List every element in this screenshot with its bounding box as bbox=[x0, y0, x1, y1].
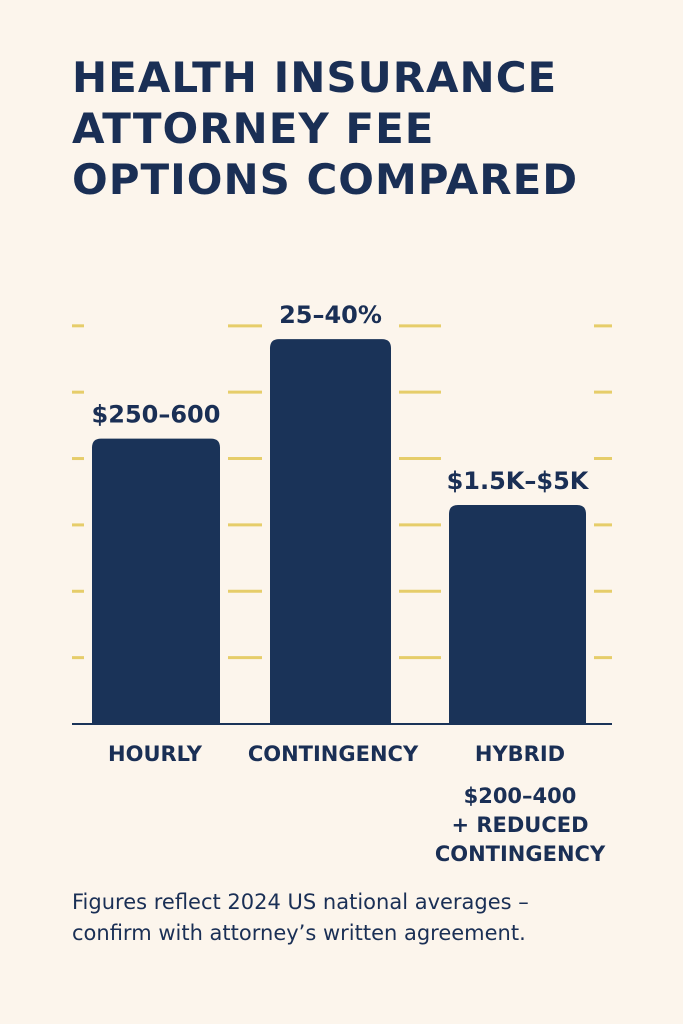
title-line-3: OPTIONS COMPARED bbox=[72, 155, 579, 204]
footnote-line-2: confirm with attorney’s written agreemen… bbox=[72, 921, 526, 945]
page-title: HEALTH INSURANCE ATTORNEY FEE OPTIONS CO… bbox=[72, 52, 652, 205]
hybrid-note-line-1: $200–400 bbox=[463, 784, 577, 808]
chart-bars bbox=[92, 339, 586, 724]
hybrid-note-line-3: CONTINGENCY bbox=[434, 842, 606, 866]
title-line-2: ATTORNEY FEE bbox=[72, 104, 435, 153]
footnote: Figures reflect 2024 US national average… bbox=[72, 887, 652, 949]
value-label-contingency: 25–40% bbox=[279, 301, 382, 329]
category-label-contingency: CONTINGENCY bbox=[248, 742, 419, 766]
value-label-hourly: $250–600 bbox=[92, 401, 221, 429]
chart-value-labels: $250–600 25–40% $1.5K–$5K bbox=[92, 301, 590, 495]
chart-category-labels: HOURLY CONTINGENCY HYBRID bbox=[108, 742, 565, 766]
value-label-hybrid: $1.5K–$5K bbox=[447, 467, 590, 495]
bar-contingency bbox=[270, 339, 391, 724]
hybrid-note-line-2: + REDUCED bbox=[451, 813, 589, 837]
footnote-line-1: Figures reflect 2024 US national average… bbox=[72, 890, 529, 914]
title-line-1: HEALTH INSURANCE bbox=[72, 53, 558, 102]
category-label-hourly: HOURLY bbox=[108, 742, 203, 766]
bar-hourly bbox=[92, 438, 220, 724]
chart-gridlines bbox=[72, 324, 612, 660]
hybrid-category-note: $200–400 + REDUCED CONTINGENCY bbox=[420, 782, 620, 869]
bar-hybrid bbox=[449, 505, 586, 724]
category-label-hybrid: HYBRID bbox=[475, 742, 565, 766]
